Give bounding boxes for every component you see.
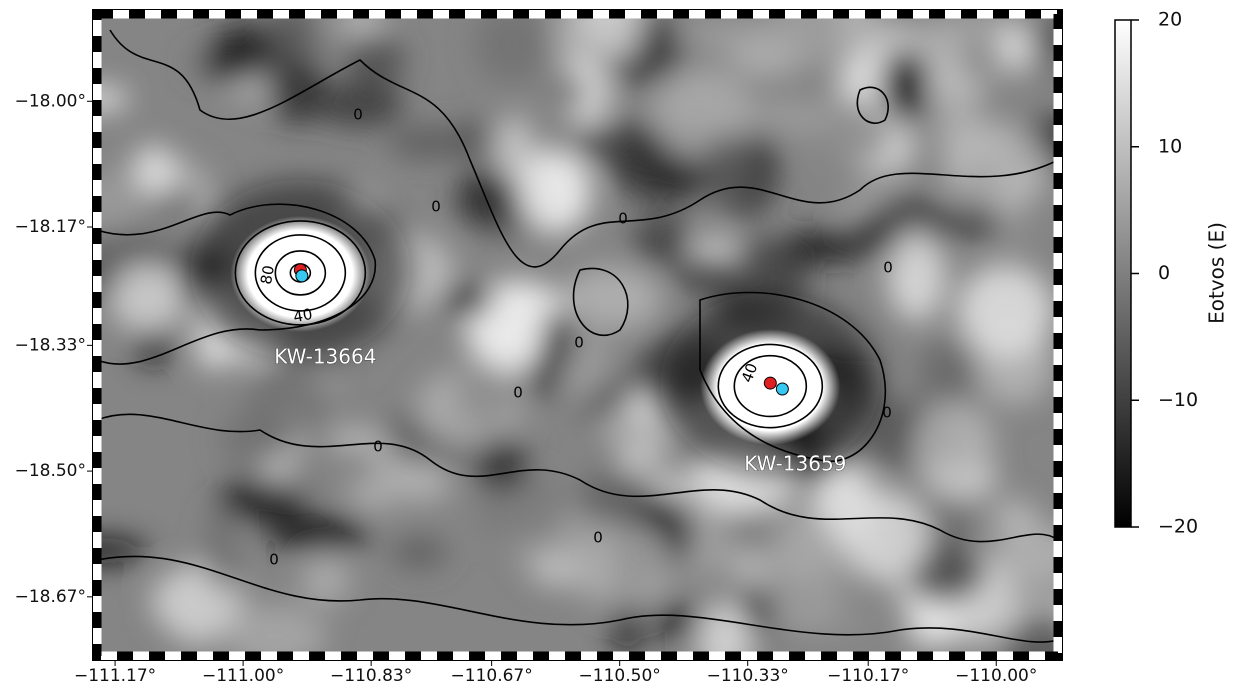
y-tick-label: −18.17° bbox=[15, 217, 86, 237]
texture-blob bbox=[264, 515, 372, 550]
x-tick-label: −110.33° bbox=[707, 666, 789, 686]
contour-label: 40 bbox=[292, 305, 314, 326]
contour-label: 0 bbox=[513, 384, 523, 402]
x-tick-label: −110.17° bbox=[827, 666, 909, 686]
cyan-point bbox=[776, 383, 788, 395]
colorbar-tick-label: 0 bbox=[1158, 262, 1170, 284]
texture-blob bbox=[206, 505, 238, 593]
texture-blob bbox=[346, 34, 406, 88]
colorbar-tick-label: 10 bbox=[1158, 135, 1182, 157]
contour-label: 80 bbox=[257, 264, 278, 286]
texture-blob bbox=[218, 478, 308, 519]
red-point bbox=[764, 377, 776, 389]
contour-label: 0 bbox=[269, 551, 279, 569]
x-tick-label: −110.50° bbox=[579, 666, 661, 686]
texture-blob bbox=[910, 402, 995, 485]
station-label: KW-13664 bbox=[274, 344, 376, 368]
contour-label: 0 bbox=[574, 334, 584, 352]
texture-blob bbox=[839, 490, 930, 582]
texture-blob bbox=[887, 230, 946, 322]
texture-blob bbox=[991, 47, 1035, 74]
contour-label: 0 bbox=[618, 210, 628, 228]
y-tick-label: −18.00° bbox=[15, 91, 86, 111]
texture-blob bbox=[212, 23, 280, 73]
texture-blob bbox=[454, 363, 517, 426]
x-tick-label: −110.00° bbox=[955, 666, 1037, 686]
texture-blob bbox=[132, 146, 175, 196]
colorbar-tick-label: −20 bbox=[1158, 516, 1198, 538]
colorbar bbox=[1115, 20, 1131, 527]
texture-blob bbox=[572, 522, 675, 610]
texture-blob bbox=[391, 534, 448, 569]
colorbar-tick-label: −10 bbox=[1158, 389, 1198, 411]
texture-blob bbox=[740, 99, 841, 134]
y-tick-label: −18.67° bbox=[15, 587, 86, 607]
texture-blob bbox=[674, 19, 779, 49]
texture-blob bbox=[944, 123, 1051, 212]
texture-blob bbox=[774, 509, 836, 587]
station-label: KW-13659 bbox=[744, 452, 846, 476]
contour-label: 0 bbox=[373, 438, 383, 456]
texture-blob bbox=[729, 546, 773, 589]
cyan-point bbox=[296, 270, 308, 282]
x-tick-label: −111.17° bbox=[74, 666, 156, 686]
gravity-field bbox=[49, 0, 1097, 690]
texture-blob bbox=[286, 443, 378, 488]
y-tick-label: −18.33° bbox=[15, 335, 86, 355]
contour-label: 0 bbox=[431, 198, 441, 216]
texture-blob bbox=[441, 283, 493, 317]
map-figure: KW-13664KW-136598040400000000000 Eotvos … bbox=[0, 0, 1240, 690]
texture-blob bbox=[673, 258, 740, 289]
contour-label: 0 bbox=[883, 259, 893, 277]
texture-blob bbox=[656, 604, 701, 637]
y-tick-label: −18.50° bbox=[15, 461, 86, 481]
colorbar-label: Eotvos (E) bbox=[1205, 222, 1229, 324]
texture-blob bbox=[779, 232, 865, 262]
texture-blob bbox=[957, 265, 1054, 358]
x-tick-label: −110.67° bbox=[451, 666, 533, 686]
colorbar-tick-label: 20 bbox=[1158, 9, 1182, 31]
texture-blob bbox=[541, 309, 572, 371]
x-tick-label: −110.83° bbox=[330, 666, 412, 686]
contour-label: 0 bbox=[593, 529, 603, 547]
x-tick-label: −111.00° bbox=[202, 666, 284, 686]
texture-blob bbox=[555, 78, 590, 108]
texture-blob bbox=[633, 213, 689, 264]
contour-label: 0 bbox=[353, 106, 363, 124]
texture-blob bbox=[1034, 15, 1072, 61]
texture-blob bbox=[497, 116, 532, 184]
contour-label: 0 bbox=[882, 404, 892, 422]
texture-blob bbox=[701, 134, 751, 208]
texture-blob bbox=[920, 339, 978, 407]
texture-blob bbox=[475, 437, 528, 492]
texture-blob bbox=[109, 264, 185, 332]
